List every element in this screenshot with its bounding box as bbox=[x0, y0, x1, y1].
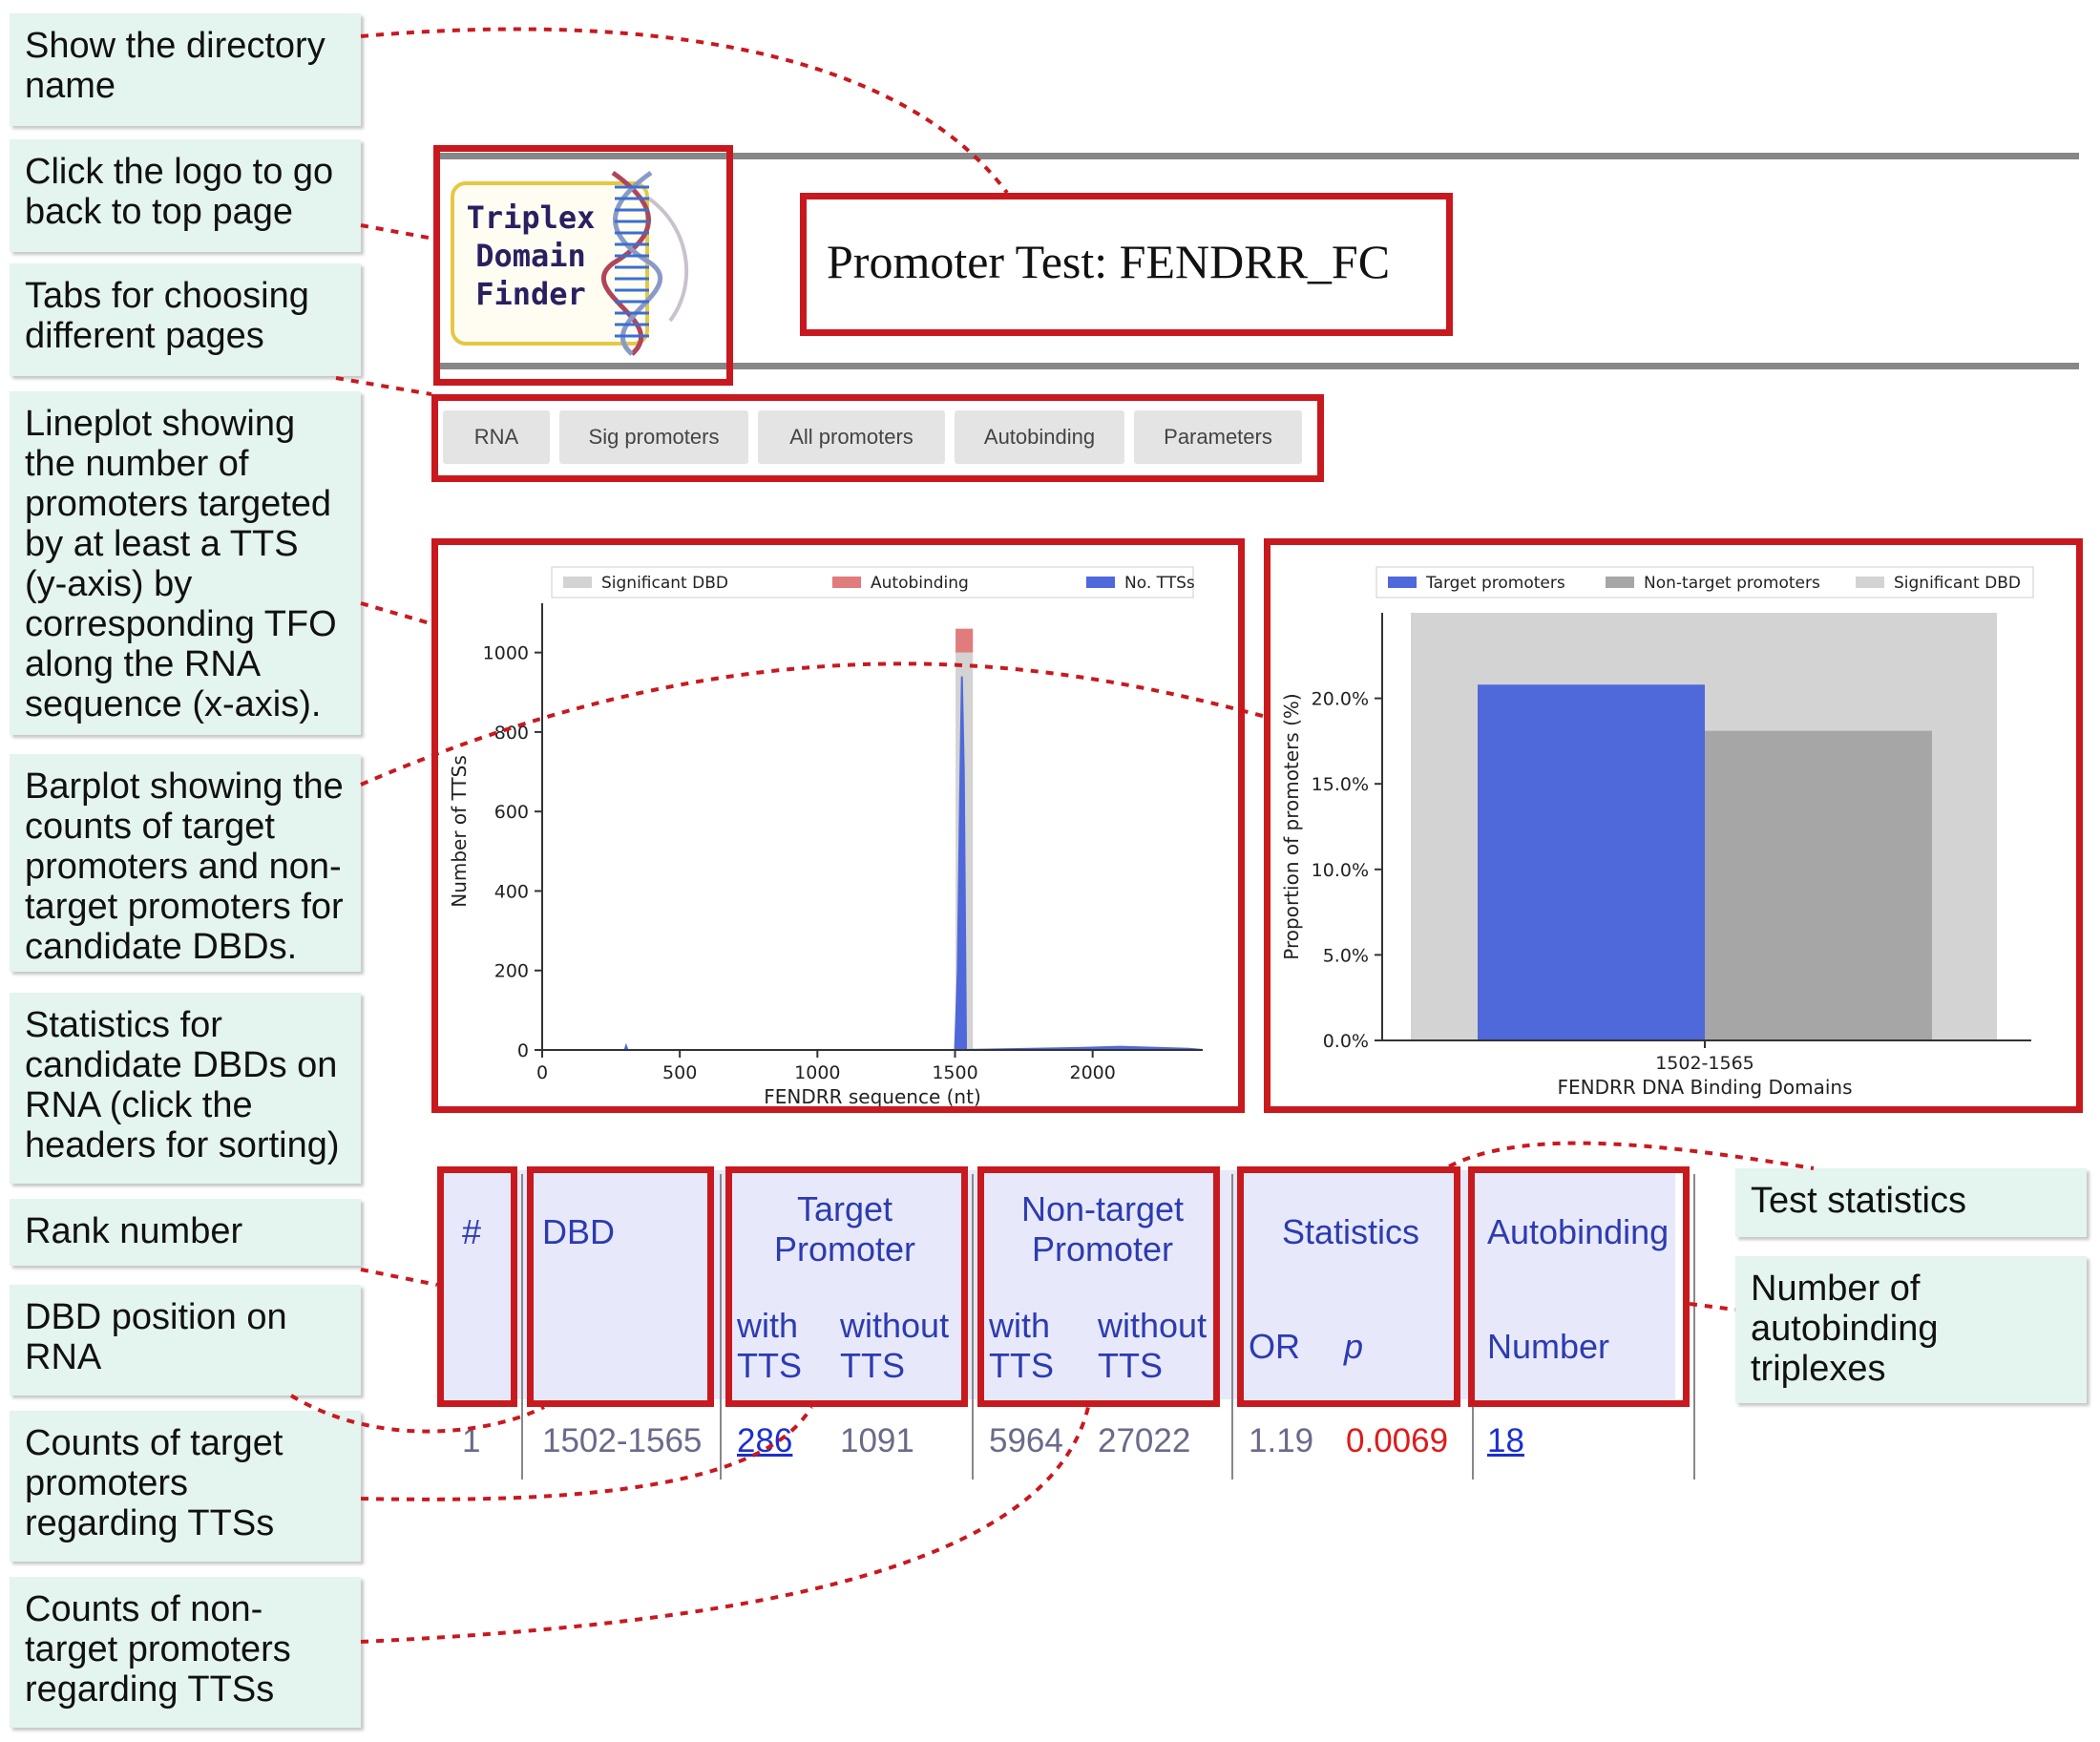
highlight-dbd-column bbox=[527, 1166, 714, 1407]
header-target-promoter[interactable]: Target Promoter bbox=[773, 1189, 916, 1269]
cell-rank: 1 bbox=[462, 1422, 481, 1459]
page-title: Promoter Test: FENDRR_FC bbox=[827, 235, 1391, 288]
y-tick-label: 10.0% bbox=[1312, 860, 1369, 881]
legend-label: Autobinding bbox=[871, 574, 969, 593]
header-p[interactable]: p bbox=[1344, 1327, 1364, 1366]
callout-target-counts: Counts of target promoters regarding TTS… bbox=[10, 1411, 361, 1562]
x-axis-label: FENDRR sequence (nt) bbox=[764, 1085, 981, 1107]
logo-link[interactable]: Triplex Domain Finder bbox=[441, 160, 727, 361]
bar-nontarget-promoters bbox=[1705, 730, 1932, 1040]
tab-parameters[interactable]: Parameters bbox=[1134, 410, 1302, 464]
callout-directory: Show the directory name bbox=[10, 13, 361, 126]
cell-nontarget-with: 5964 bbox=[989, 1422, 1063, 1459]
dna-helix-icon bbox=[601, 170, 689, 356]
column-separator bbox=[972, 1174, 974, 1480]
x-tick-label: 1502-1565 bbox=[1655, 1053, 1754, 1074]
header-top-rule bbox=[439, 153, 2079, 159]
x-tick-label: 0 bbox=[536, 1062, 548, 1083]
cell-or: 1.19 bbox=[1249, 1422, 1314, 1459]
callout-barplot: Barplot showing the counts of target pro… bbox=[10, 754, 361, 972]
x-tick-label: 500 bbox=[662, 1062, 697, 1083]
legend-swatch bbox=[832, 577, 861, 588]
highlight-title bbox=[800, 193, 1453, 336]
x-axis-label: FENDRR DNA Binding Domains bbox=[1557, 1076, 1852, 1099]
legend-label: Significant DBD bbox=[1894, 574, 2021, 593]
column-separator bbox=[521, 1174, 523, 1480]
header-nontarget-without-tts[interactable]: without TTS bbox=[1098, 1306, 1208, 1385]
legend-swatch bbox=[1086, 577, 1115, 588]
legend-label: Target promoters bbox=[1425, 574, 1565, 593]
highlight-target-column bbox=[725, 1166, 968, 1407]
tab-rna[interactable]: RNA bbox=[443, 410, 550, 464]
callout-autobinding-number: Number of autobinding triplexes bbox=[1735, 1256, 2087, 1403]
y-tick-label: 0.0% bbox=[1323, 1031, 1369, 1052]
lineplot-chart: Significant DBD Autobinding No. TTSs 0 500 10… bbox=[448, 566, 1204, 1107]
header-statistics[interactable]: Statistics bbox=[1281, 1212, 1420, 1251]
x-tick-label: 1500 bbox=[932, 1062, 977, 1083]
legend-box bbox=[1376, 566, 2034, 598]
legend-label: Significant DBD bbox=[601, 574, 728, 593]
cell-autobinding-link[interactable]: 18 bbox=[1487, 1422, 1524, 1459]
highlight-logo bbox=[433, 145, 733, 386]
tab-all-promoters[interactable]: All promoters bbox=[758, 410, 945, 464]
y-tick-label: 600 bbox=[494, 802, 529, 823]
callout-logo: Click the logo to go back to top page bbox=[10, 139, 361, 252]
callout-dbd-position: DBD position on RNA bbox=[10, 1285, 361, 1396]
x-tick-label: 2000 bbox=[1069, 1062, 1115, 1083]
header-or[interactable]: OR bbox=[1249, 1327, 1300, 1366]
callout-tabs: Tabs for choosing different pages bbox=[10, 263, 361, 376]
header-dbd[interactable]: DBD bbox=[542, 1212, 616, 1251]
cell-nontarget-without: 27022 bbox=[1098, 1422, 1191, 1459]
header-target-without-tts[interactable]: without TTS bbox=[840, 1306, 950, 1385]
barplot-chart: Target promoters Non-target promoters Sign… bbox=[1280, 566, 2034, 1099]
y-tick-label: 0 bbox=[517, 1040, 529, 1061]
y-tick-label: 15.0% bbox=[1312, 774, 1369, 795]
header-number[interactable]: Number bbox=[1487, 1327, 1610, 1366]
y-axis-label: Proportion of promoters (%) bbox=[1280, 693, 1303, 959]
bar-target-promoters bbox=[1478, 684, 1705, 1040]
legend-label: No. TTSs bbox=[1124, 574, 1195, 593]
header-autobinding[interactable]: Autobinding bbox=[1487, 1212, 1670, 1251]
cell-dbd: 1502-1565 bbox=[542, 1422, 703, 1459]
highlight-nontarget-column bbox=[977, 1166, 1220, 1407]
highlight-lineplot bbox=[431, 538, 1245, 1113]
highlight-barplot bbox=[1264, 538, 2083, 1113]
legend-swatch bbox=[1606, 577, 1634, 588]
autobinding-bar bbox=[956, 628, 974, 653]
callout-test-statistics: Test statistics bbox=[1735, 1168, 2087, 1237]
callout-lineplot: Lineplot showing the number of promoters… bbox=[10, 391, 361, 735]
y-tick-label: 20.0% bbox=[1312, 689, 1369, 710]
column-separator bbox=[1231, 1174, 1233, 1480]
header-nontarget-promoter[interactable]: Non-target Promoter bbox=[1020, 1189, 1185, 1269]
legend-swatch bbox=[1856, 577, 1884, 588]
legend-label: Non-target promoters bbox=[1644, 574, 1820, 593]
highlight-tabs bbox=[431, 394, 1324, 482]
legend-swatch bbox=[1388, 577, 1417, 588]
cell-target-without: 1091 bbox=[840, 1422, 914, 1459]
cell-target-with-link[interactable]: 286 bbox=[737, 1422, 793, 1459]
highlight-rank-column bbox=[437, 1166, 517, 1407]
highlight-autobinding-column bbox=[1468, 1166, 1690, 1407]
tab-sig-promoters[interactable]: Sig promoters bbox=[559, 410, 748, 464]
x-tick-label: 1000 bbox=[794, 1062, 840, 1083]
legend-swatch bbox=[563, 577, 592, 588]
callout-statistics: Statistics for candidate DBDs on RNA (cl… bbox=[10, 993, 361, 1184]
header-bottom-rule bbox=[439, 363, 2079, 369]
callout-nontarget-counts: Counts of non-target promoters regarding… bbox=[10, 1577, 361, 1728]
column-separator bbox=[720, 1174, 722, 1480]
logo-text: Triplex Domain Finder bbox=[466, 199, 596, 312]
tab-autobinding[interactable]: Autobinding bbox=[955, 410, 1124, 464]
highlight-statistics-column bbox=[1237, 1166, 1460, 1407]
header-target-with-tts[interactable]: with TTS bbox=[737, 1306, 802, 1385]
y-tick-label: 400 bbox=[494, 881, 529, 902]
column-separator bbox=[1693, 1174, 1695, 1480]
y-tick-label: 200 bbox=[494, 961, 529, 982]
callout-rank: Rank number bbox=[10, 1199, 361, 1266]
y-tick-label: 5.0% bbox=[1323, 945, 1369, 966]
header-rank[interactable]: # bbox=[462, 1212, 482, 1251]
y-tick-label: 1000 bbox=[483, 643, 529, 664]
cell-p-value: 0.0069 bbox=[1346, 1422, 1449, 1459]
header-nontarget-with-tts[interactable]: with TTS bbox=[989, 1306, 1054, 1385]
